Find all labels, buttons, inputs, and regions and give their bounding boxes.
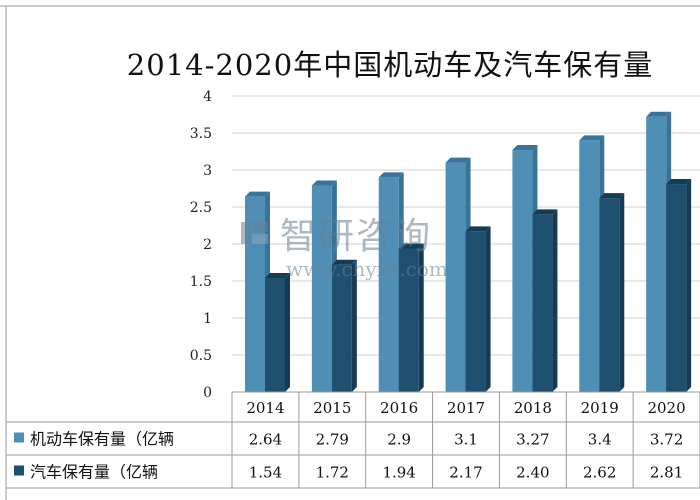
y-tick-label: 1.5	[190, 274, 212, 290]
bar-series2-top	[666, 179, 692, 185]
data-label-series1: 3.72	[650, 431, 683, 449]
data-label-series1: 3.4	[588, 431, 612, 449]
x-tick-label: 2016	[380, 399, 418, 417]
data-label-series1: 2.79	[316, 431, 349, 449]
bar-series2	[398, 243, 424, 392]
chart-title: 2014-2020年中国机动车及汽车保有量	[126, 48, 654, 82]
bar-series2-front	[532, 214, 553, 392]
x-tick-label: 2019	[581, 399, 619, 417]
data-label-series2: 2.81	[650, 464, 683, 482]
data-label-series1: 3.1	[454, 431, 478, 449]
legend-label-series1: 机动车保有量（亿辆	[30, 430, 174, 449]
data-label-series2: 2.17	[449, 464, 482, 482]
bar-series2-top	[532, 209, 558, 215]
watermark-logo-bar	[241, 222, 250, 244]
watermark-logo-bottom	[252, 234, 268, 244]
y-tick-label: 4	[203, 89, 212, 105]
data-label-series2: 2.40	[516, 464, 549, 482]
data-label-series1: 3.27	[516, 431, 549, 449]
bar-series2-front	[265, 278, 285, 392]
x-tick-label: 2017	[447, 399, 485, 417]
bar-series2-front	[666, 184, 687, 392]
y-tick-label: 3	[203, 163, 212, 179]
x-tick-label: 2014	[246, 399, 284, 417]
y-tick-label: 2	[203, 237, 212, 253]
bar-series2-front	[599, 198, 620, 392]
data-label-series2: 2.62	[583, 464, 616, 482]
bar-series1-front	[646, 116, 667, 392]
bar-series1-front	[245, 196, 265, 392]
bar-series1-front	[311, 185, 332, 392]
bar-series2	[465, 226, 491, 392]
bar-series2-top	[331, 259, 357, 265]
bar-series1-top	[245, 191, 270, 197]
bar-series1-front	[445, 162, 466, 392]
data-label-series2: 1.94	[382, 464, 415, 482]
bar-series2-front	[398, 248, 419, 392]
data-label-series2: 1.72	[316, 464, 349, 482]
bar-series1-top	[445, 157, 471, 163]
watermark-logo-top	[252, 222, 268, 232]
y-tick-label: 3.5	[190, 126, 212, 142]
bar-series2-front	[331, 264, 352, 392]
data-label-series1: 2.64	[249, 431, 282, 449]
watermark-text: 智研咨询	[280, 216, 432, 257]
bar-series2	[265, 273, 290, 392]
bar-series2	[599, 193, 625, 392]
bar-series2-side	[552, 209, 558, 392]
legend-label-series2: 汽车保有量（亿辆	[30, 463, 158, 482]
y-tick-label: 0.5	[190, 348, 212, 364]
bar-series1-top	[378, 172, 404, 178]
y-tick-label: 0	[203, 385, 212, 401]
x-tick-label: 2020	[647, 399, 685, 417]
data-label-series2: 1.54	[249, 464, 282, 482]
bar-series2-side	[418, 243, 424, 392]
bar-series1-front	[579, 140, 600, 392]
bar-series2-side	[619, 193, 625, 392]
bar-series2-top	[599, 193, 625, 199]
bar-series1-top	[311, 180, 337, 186]
data-label-series1: 2.9	[387, 431, 411, 449]
bar-series2	[532, 209, 558, 392]
x-tick-label: 2015	[313, 399, 351, 417]
bar-series2-side	[686, 179, 692, 392]
legend-swatch-series1	[14, 432, 24, 443]
bar-series2-side	[285, 273, 290, 392]
bar-series2	[331, 259, 357, 392]
bar-series2-top	[398, 243, 424, 249]
bar-series1-front	[378, 177, 399, 392]
legend-swatch-series2	[14, 465, 24, 476]
bar-series1-top	[579, 135, 605, 141]
bar-series2-side	[351, 259, 357, 392]
bar-series1-top	[646, 111, 672, 117]
bar-series2-front	[465, 231, 486, 392]
bar-series1-front	[512, 150, 533, 392]
bar-series2-side	[485, 226, 491, 392]
y-tick-label: 1	[203, 311, 212, 327]
watermark-url: www.chyxx.com	[286, 257, 448, 281]
bar-series1-top	[512, 145, 538, 151]
x-tick-label: 2018	[514, 399, 552, 417]
bar-series2-top	[465, 226, 491, 232]
y-tick-label: 2.5	[190, 200, 212, 216]
bar-series2	[666, 179, 692, 392]
bar-series2-top	[265, 273, 290, 279]
